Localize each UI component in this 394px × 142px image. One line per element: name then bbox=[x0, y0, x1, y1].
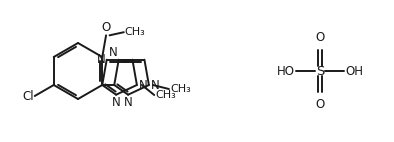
Text: CH₃: CH₃ bbox=[125, 27, 145, 37]
Text: N: N bbox=[112, 96, 121, 109]
Text: O: O bbox=[315, 98, 325, 111]
Text: O: O bbox=[315, 31, 325, 44]
Text: CH₃: CH₃ bbox=[170, 84, 191, 94]
Text: HO: HO bbox=[277, 64, 295, 78]
Text: N: N bbox=[138, 79, 147, 91]
Text: N: N bbox=[151, 79, 160, 91]
Text: CH₃: CH₃ bbox=[155, 90, 176, 100]
Text: N: N bbox=[109, 46, 118, 59]
Text: N: N bbox=[97, 53, 105, 66]
Text: OH: OH bbox=[345, 64, 363, 78]
Text: S: S bbox=[316, 64, 324, 78]
Text: N: N bbox=[124, 96, 132, 109]
Text: O: O bbox=[101, 21, 111, 34]
Text: Cl: Cl bbox=[22, 89, 34, 103]
